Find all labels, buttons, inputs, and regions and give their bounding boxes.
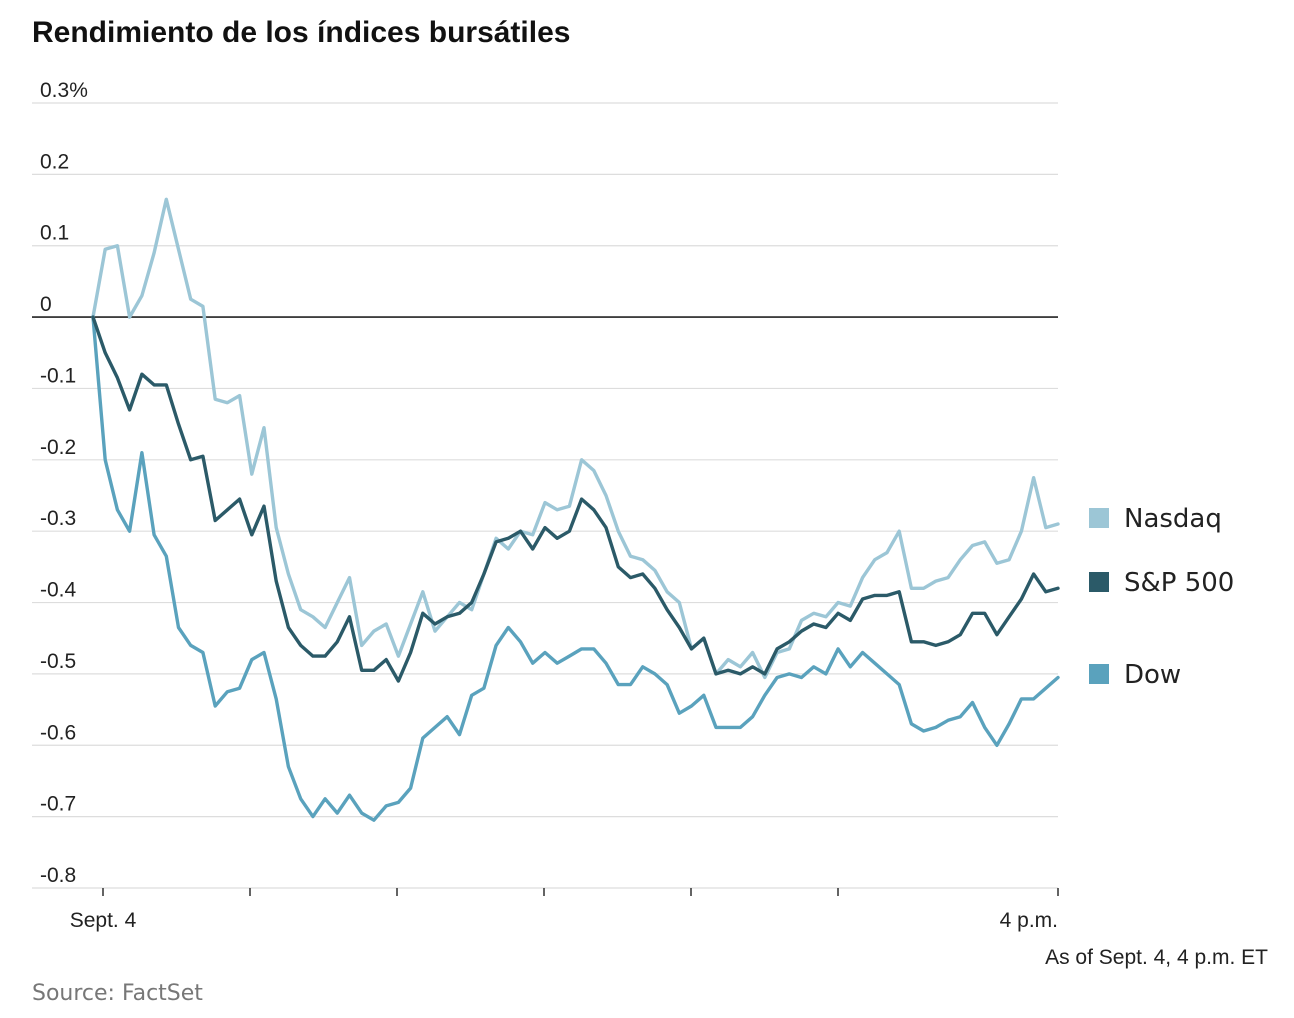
y-tick-label: 0.1 bbox=[40, 222, 69, 245]
x-axis: Sept. 4 4 p.m. bbox=[70, 888, 1059, 932]
source-note: Source: FactSet bbox=[32, 981, 203, 1006]
y-axis: 0.3% 0.2 0.1 0 -0.1 -0.2 -0.3 -0.4 -0.5 -0.6 -0.7 -… bbox=[40, 79, 88, 887]
chart-title: Rendimiento de los índices bursátiles bbox=[32, 16, 570, 49]
series-lines bbox=[91, 197, 1060, 822]
legend-label-dow: Dow bbox=[1124, 660, 1181, 690]
y-tick-label: -0.1 bbox=[40, 364, 76, 387]
y-tick-label: 0.2 bbox=[40, 150, 69, 173]
legend-label-nasdaq: Nasdaq bbox=[1124, 504, 1222, 534]
legend: Nasdaq S&P 500 Dow bbox=[1089, 504, 1234, 690]
y-tick-label: -0.3 bbox=[40, 507, 76, 530]
y-tick-label: 0.3% bbox=[40, 79, 88, 102]
y-tick-label: -0.5 bbox=[40, 650, 76, 673]
gridlines bbox=[32, 102, 1058, 889]
series-line-s-p-500 bbox=[91, 315, 1060, 683]
legend-swatch-dow bbox=[1089, 664, 1109, 684]
series-line-dow bbox=[91, 315, 1060, 822]
legend-swatch-s-p-500 bbox=[1089, 572, 1109, 592]
as-of-note: As of Sept. 4, 4 p.m. ET bbox=[1045, 946, 1268, 969]
y-tick-label: -0.6 bbox=[40, 721, 76, 744]
legend-swatch-nasdaq bbox=[1089, 508, 1109, 528]
legend-label-s-p-500: S&P 500 bbox=[1124, 568, 1234, 598]
y-tick-label: 0 bbox=[40, 293, 52, 316]
x-tick-label-end: 4 p.m. bbox=[1000, 909, 1058, 932]
y-tick-label: -0.2 bbox=[40, 436, 76, 459]
series-line-nasdaq bbox=[91, 197, 1060, 680]
y-tick-label: -0.4 bbox=[40, 579, 77, 602]
y-tick-label: -0.7 bbox=[40, 793, 76, 816]
y-tick-label: -0.8 bbox=[40, 864, 76, 887]
x-tick-label-start: Sept. 4 bbox=[70, 909, 137, 932]
